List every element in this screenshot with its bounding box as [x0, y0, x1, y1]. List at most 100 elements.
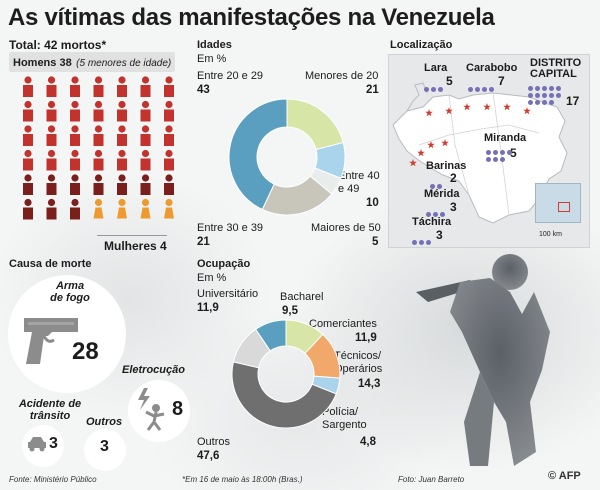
- map-label-lara: Lara: [424, 62, 448, 74]
- electro-circle: [128, 380, 190, 442]
- slice-under-20: [286, 98, 344, 151]
- car-icon: [28, 437, 46, 452]
- man-icon: [70, 100, 80, 122]
- ages-label-30-39: Entre 30 e 39: [197, 222, 264, 234]
- man-icon: [117, 125, 127, 146]
- woman-icon: [93, 198, 104, 219]
- occupation-heading: Ocupação: [197, 258, 251, 270]
- map-value-merida: 3: [450, 200, 457, 214]
- man-icon: [117, 174, 127, 195]
- man-icon: [117, 100, 127, 122]
- map-death-marker: [503, 103, 511, 111]
- occ-label-tec: Técnicos/ Operários: [334, 350, 383, 375]
- man-icon: [93, 125, 104, 146]
- electro-value: 8: [172, 398, 184, 420]
- ages-label-20-29: Entre 20 e 29: [197, 70, 264, 82]
- map-dots-tachira: [412, 232, 433, 250]
- men-note: (5 menores de idade): [76, 58, 172, 69]
- man-icon: [164, 125, 174, 146]
- man-icon: [164, 174, 174, 195]
- map-markers: [409, 103, 531, 167]
- men-label: Homens 38: [13, 57, 72, 69]
- occ-value-bach: 9,5: [282, 305, 298, 317]
- ages-value-40-49: 10: [366, 197, 379, 209]
- map-dots-barinas: [430, 176, 444, 194]
- map-shape: [392, 82, 568, 224]
- venezuela-outline: [392, 92, 568, 224]
- occupation-unit: Em %: [197, 272, 227, 284]
- man-icon: [164, 100, 174, 122]
- man-icon: [140, 149, 151, 171]
- map-death-marker: [523, 107, 531, 115]
- total-label: Total: 42 mortos*: [9, 38, 107, 52]
- man-icon: [46, 100, 57, 122]
- map-death-marker: [427, 141, 435, 149]
- map-value-barinas: 2: [450, 171, 457, 185]
- map-label-miranda: Miranda: [484, 132, 527, 144]
- inset-highlight: [558, 202, 570, 212]
- map-dots-lara: [424, 79, 445, 97]
- map-value-tachira: 3: [436, 228, 443, 242]
- firearm-label: Arma de fogo: [50, 280, 90, 304]
- map-dots-carabobo: [468, 79, 496, 97]
- man-icon: [117, 76, 127, 97]
- occ-label-others: Outros: [197, 436, 231, 448]
- afp-logo: © AFP: [548, 470, 581, 482]
- man-icon: [140, 174, 151, 195]
- map-value-miranda: 5: [510, 146, 517, 160]
- victims-people-grid: [23, 76, 174, 220]
- slice-20-29: [228, 98, 288, 211]
- map-label-merida: Mérida: [424, 188, 460, 200]
- man-icon: [70, 198, 80, 220]
- occ-label-uni: Universitário: [197, 288, 259, 300]
- man-icon: [23, 76, 33, 97]
- women-label: Mulheres 4: [104, 239, 167, 253]
- map-scale: 100 km: [539, 231, 562, 238]
- map-value-carabobo: 7: [498, 74, 505, 88]
- man-icon: [140, 100, 151, 122]
- ages-donut-chart: [228, 98, 346, 216]
- woman-icon: [117, 198, 127, 219]
- ages-label-under-20: Menores de 20: [305, 70, 379, 82]
- ages-value-20-29: 43: [197, 84, 210, 96]
- others-cause-value: 3: [100, 438, 109, 455]
- man-icon: [93, 76, 104, 97]
- traffic-value: 3: [49, 435, 58, 452]
- coast-line: [406, 82, 428, 112]
- date-footnote: *Em 16 de maio às 18:00h (Bras.): [182, 475, 303, 484]
- map-death-marker: [417, 149, 425, 157]
- state-border-2: [448, 94, 470, 196]
- occ-value-others: 47,6: [197, 450, 220, 462]
- firearm-value: 28: [72, 338, 99, 365]
- woman-icon: [164, 198, 174, 219]
- man-icon: [46, 125, 57, 146]
- occ-value-uni: 11,9: [197, 302, 219, 314]
- man-icon: [23, 100, 33, 122]
- woman-icon: [140, 198, 151, 219]
- man-icon: [70, 174, 80, 195]
- ages-heading: Idades: [197, 39, 232, 51]
- photo-credit: Foto: Juan Barreto: [398, 475, 465, 484]
- map-label-barinas: Barinas: [426, 160, 467, 172]
- man-icon: [140, 76, 151, 97]
- source-footnote: Fonte: Ministério Público: [9, 475, 97, 484]
- ages-label-over-50: Maiores de 50: [311, 222, 381, 234]
- map-death-marker: [425, 109, 433, 117]
- man-icon: [23, 198, 33, 220]
- ages-value-30-39: 21: [197, 236, 210, 248]
- map-dots-merida: [426, 204, 447, 222]
- man-icon: [23, 174, 33, 195]
- occ-label-pol: Polícia/ Sargento: [322, 406, 367, 431]
- others-cause-label: Outros: [86, 416, 123, 428]
- man-icon: [70, 125, 80, 146]
- map-death-marker: [441, 139, 449, 147]
- map-dots-miranda: [486, 148, 514, 162]
- map-label-carabobo: Carabobo: [466, 62, 518, 74]
- cause-heading: Causa de morte: [9, 258, 92, 270]
- man-icon: [140, 125, 151, 146]
- man-icon: [93, 174, 104, 195]
- map-death-marker: [445, 107, 453, 115]
- map-death-marker: [483, 103, 491, 111]
- women-divider: [97, 235, 167, 236]
- man-icon: [70, 149, 80, 171]
